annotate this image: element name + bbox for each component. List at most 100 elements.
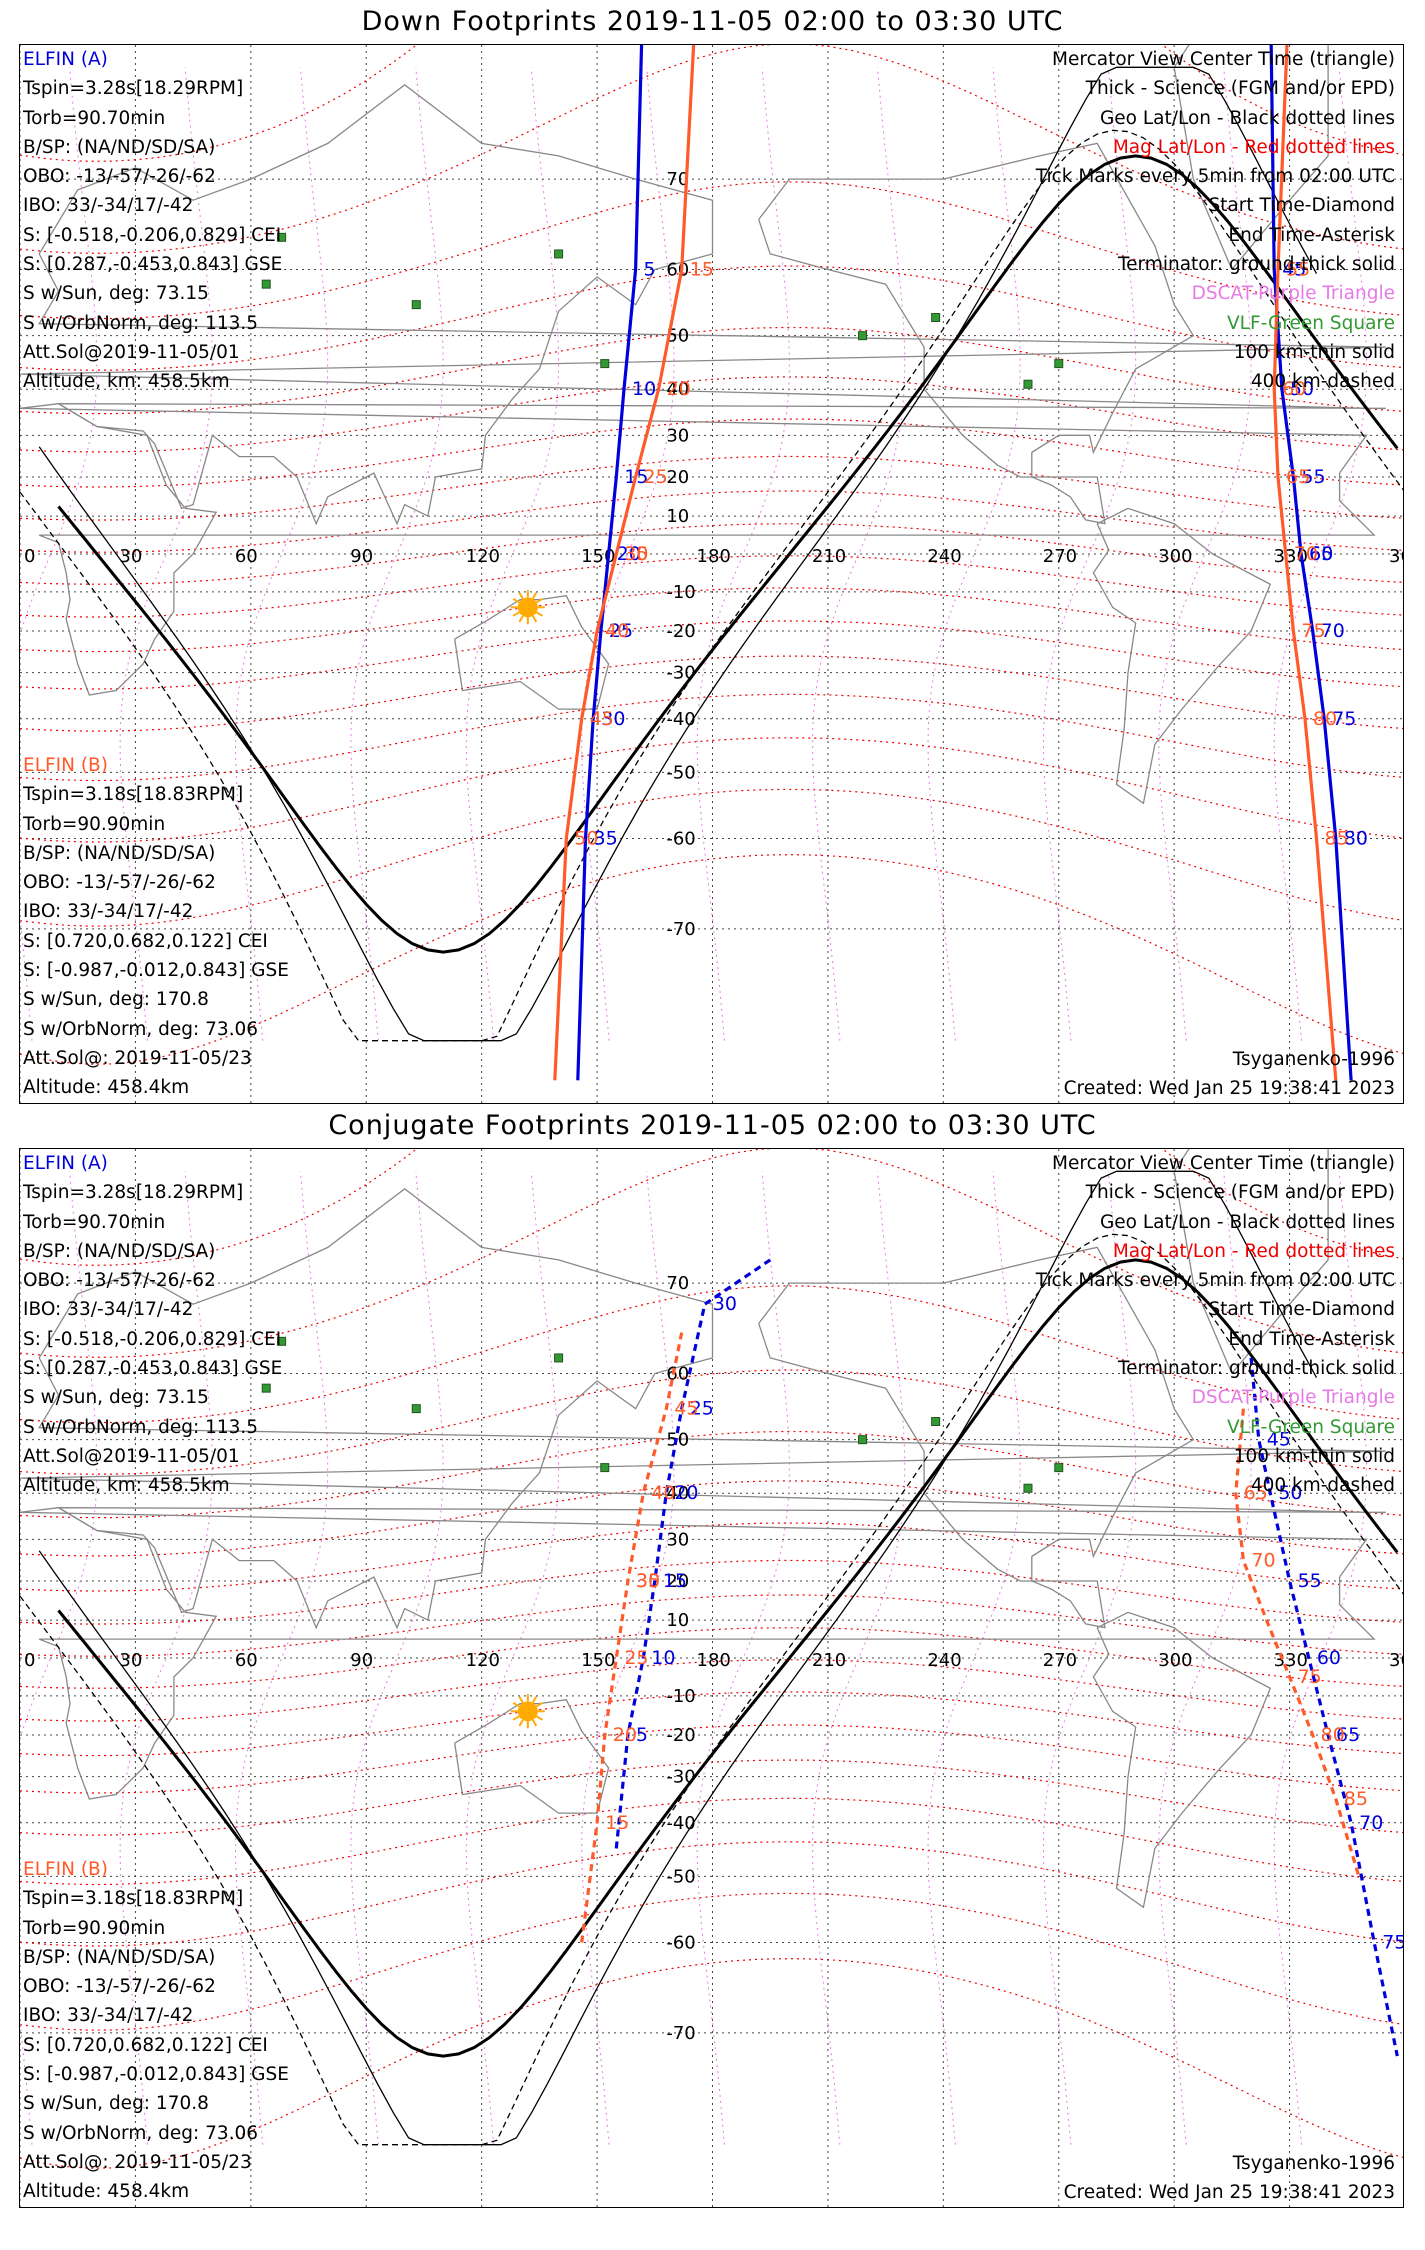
created-label: Created: Wed Jan 25 19:38:41 2023 — [1063, 1078, 1395, 1100]
lat-tick-label: 10 — [666, 1610, 689, 1631]
legend-line: Thick - Science (FGM and/or EPD) — [1085, 1182, 1395, 1204]
sun-ray — [531, 592, 538, 600]
lon-tick-label: 240 — [927, 1650, 961, 1671]
elfin-a-track-2-label: 70 — [1359, 1812, 1383, 1834]
lon-tick-label: 30 — [119, 1650, 142, 1671]
sun-ray — [518, 1696, 524, 1704]
info-line: Att.Sol@: 2019-11-05/23 — [23, 2151, 252, 2173]
mag-parallel — [20, 655, 1403, 732]
mag-parallel — [20, 1797, 1403, 1886]
lat-tick-label: -10 — [666, 1686, 695, 1707]
mag-parallel — [20, 265, 1403, 371]
terminator-400km — [20, 129, 1403, 1042]
elfin-a-track-2-label: 60 — [1317, 1647, 1341, 1669]
lon-tick-label: 60 — [235, 546, 258, 567]
continent-outline — [1173, 45, 1329, 270]
vlf-square — [600, 1463, 610, 1473]
mag-meridian — [350, 67, 444, 1041]
lon-tick-label: 360 — [1389, 546, 1404, 567]
footer: Tsyganenko-1996 Created: Wed Jan 25 19:3… — [1063, 2149, 1395, 2207]
info-line: Tspin=3.18s[18.83RPM] — [23, 1888, 244, 1910]
elfin-a-track-2-label: 60 — [1309, 543, 1333, 565]
elfin-b-track-2 — [1234, 1408, 1361, 1877]
vlf-square — [858, 1435, 868, 1445]
lat-tick-label: -20 — [666, 621, 695, 642]
mag-meridian — [1158, 1171, 1252, 2145]
legend-line: Mercator View Center Time (triangle) — [1052, 1153, 1395, 1174]
elfin-a-track-2-label: 55 — [1298, 1570, 1322, 1592]
sun-ray — [512, 1701, 520, 1708]
vlf-square — [600, 359, 610, 369]
mag-parallel — [20, 455, 1403, 521]
elfin-b-track — [553, 45, 696, 1081]
mag-parallel — [20, 523, 1403, 585]
info-line: S w/Sun, deg: 170.8 — [23, 989, 209, 1011]
info-line: Tspin=3.28s[18.29RPM] — [23, 78, 244, 100]
elfin-b-track-2-label: 65 — [1286, 466, 1310, 488]
lat-tick-label: -50 — [666, 762, 695, 783]
lat-tick-label: 30 — [666, 1529, 689, 1550]
legend-line: Mag Lat/Lon - Red dotted lines — [1112, 136, 1395, 158]
mag-parallel — [20, 1594, 1403, 1657]
lat-tick-label: -20 — [666, 1725, 695, 1746]
info-line: IBO: 33/-34/17/-42 — [23, 2005, 194, 2027]
legend-line: 400 km-dashed — [1250, 371, 1395, 393]
elfin-a-track-2-label: 45 — [1267, 1429, 1291, 1451]
elfin-a-track-label: 30 — [713, 1293, 737, 1315]
sun-ray — [535, 1715, 544, 1721]
mag-parallel — [20, 1659, 1403, 1722]
sun-ray — [535, 611, 544, 617]
lon-tick-label: 180 — [697, 546, 731, 567]
lat-tick-label: 30 — [666, 425, 689, 446]
info-line: Torb=90.70min — [23, 1211, 166, 1233]
info-line: S: [-0.518,-0.206,0.829] CEI — [23, 1328, 282, 1350]
mag-meridian — [119, 67, 213, 1041]
legend-line: Tick Marks every 5min from 02:00 UTC — [1035, 1270, 1395, 1292]
elfin-a-track-label: 5 — [644, 259, 656, 281]
mag-parallel — [20, 1369, 1403, 1475]
legend-line: Geo Lat/Lon - Black dotted lines — [1099, 107, 1395, 129]
terminator-100km — [38, 66, 1318, 1042]
mag-parallel — [20, 418, 1403, 488]
lat-tick-label: -50 — [666, 1866, 695, 1887]
terminator-100km — [38, 1170, 1318, 2146]
mag-parallel — [20, 1149, 1403, 1266]
lat-tick-label: -10 — [666, 582, 695, 603]
elfin-b-track-label: 30 — [636, 1570, 660, 1592]
info-line: S w/Sun, deg: 170.8 — [23, 2093, 209, 2115]
elfin-b-track-2-label: 80 — [1313, 708, 1337, 730]
info-line: Torb=90.90min — [23, 1917, 166, 1939]
elfin-b-info: ELFIN (B) Tspin=3.18s[18.83RPM] Torb=90.… — [23, 1855, 289, 2207]
legend-line: Mag Lat/Lon - Red dotted lines — [1112, 1240, 1395, 1262]
vlf-square — [1023, 1483, 1033, 1493]
mag-parallel — [20, 1522, 1403, 1592]
info-line: S w/OrbNorm, deg: 73.06 — [23, 1018, 259, 1040]
sun-ray — [512, 611, 520, 617]
mag-parallel — [20, 693, 1403, 782]
created-label: Created: Wed Jan 25 19:38:41 2023 — [1063, 2182, 1395, 2204]
vlf-square — [411, 1404, 421, 1414]
continent-outline — [1173, 1149, 1329, 1374]
map-frame-conjugate: 0306090120150180210240270300330360706050… — [19, 1148, 1404, 2208]
lat-tick-label: 10 — [666, 506, 689, 527]
elfin-a-track-label: 10 — [632, 378, 656, 400]
lon-tick-label: 300 — [1158, 1650, 1192, 1671]
sun-ray — [535, 597, 544, 604]
vlf-square — [1054, 359, 1064, 369]
elfin-b-track — [580, 1332, 684, 1943]
mag-parallel — [20, 1559, 1403, 1625]
sun-icon — [517, 1701, 538, 1722]
mag-meridian — [1273, 1171, 1368, 2145]
legend: Mercator View Center Time (triangle) Thi… — [1036, 45, 1395, 397]
lat-tick-label: 70 — [666, 169, 689, 190]
info-line: Torb=90.70min — [23, 107, 166, 129]
lat-tick-label: 70 — [666, 1273, 689, 1294]
elfin-b-track-label: 35 — [624, 543, 648, 565]
info-line: S: [-0.987,-0.012,0.843] GSE — [23, 2064, 289, 2086]
lon-tick-label: 300 — [1158, 546, 1192, 567]
lat-tick-label: 20 — [666, 1571, 689, 1592]
info-line: Tspin=3.28s[18.29RPM] — [23, 1182, 244, 1204]
lon-tick-label: 360 — [1389, 1650, 1404, 1671]
info-line: OBO: -13/-57/-26/-62 — [23, 1976, 216, 1998]
legend-line: End Time-Asterisk — [1228, 1328, 1395, 1350]
